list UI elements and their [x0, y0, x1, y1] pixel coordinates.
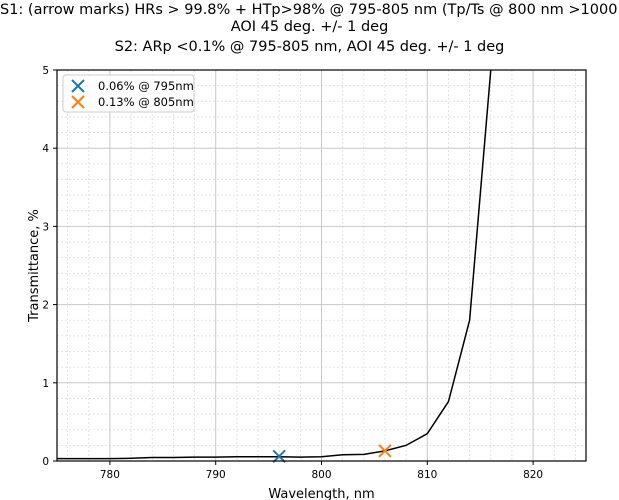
- x-tick-label: 780: [100, 469, 120, 481]
- marker-x-0: [272, 449, 286, 464]
- y-tick-label: 1: [42, 378, 49, 390]
- legend-marker-icon-0: [71, 79, 85, 93]
- x-tick-label: 800: [311, 469, 331, 481]
- x-axis-label: Wavelength, nm: [268, 487, 374, 500]
- chart-title-line-2: AOI 45 deg. +/- 1 deg: [230, 19, 389, 35]
- y-tick-label: 4: [42, 143, 49, 155]
- chart-title-line-3: S2: ARp <0.1% @ 795-805 nm, AOI 45 deg. …: [114, 39, 505, 55]
- y-tick-label: 0: [42, 456, 49, 468]
- marker-x-1: [378, 444, 392, 458]
- legend-box: [62, 74, 195, 113]
- y-tick-label: 3: [42, 221, 49, 233]
- x-tick-label: 810: [417, 469, 437, 481]
- legend-label: 0.06% @ 795nm: [98, 79, 194, 93]
- y-tick-label: 5: [42, 65, 49, 77]
- y-tick-label: 2: [42, 300, 49, 312]
- legend-marker-icon-1: [71, 95, 85, 109]
- x-tick-label: 790: [206, 469, 226, 481]
- chart-title-line-1: S1: (arrow marks) HRs > 99.8% + HTp>98% …: [0, 2, 619, 18]
- x-tick-label: 820: [523, 469, 543, 481]
- y-axis-label: Transmittance, %: [27, 209, 42, 323]
- transmittance-line: [57, 70, 492, 460]
- legend-label: 0.13% @ 805nm: [98, 95, 194, 109]
- plot-frame: [56, 69, 587, 462]
